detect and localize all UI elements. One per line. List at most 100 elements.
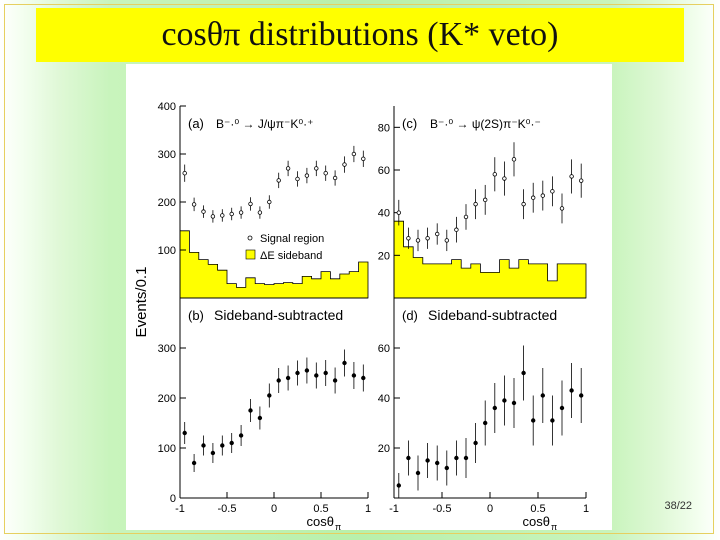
data-point-c <box>550 189 555 194</box>
y-tick-label-a: 400 <box>158 101 176 113</box>
y-tick-label-c: 20 <box>378 250 390 262</box>
x-tick-label-d: 0 <box>487 503 493 515</box>
y-tick-label-c: 60 <box>378 165 390 177</box>
figure: 400 300 200 100 (a) B⁻·⁰ → J/ψπ⁻K⁰·⁺ Signal re… <box>126 64 612 532</box>
data-point-a <box>361 156 366 161</box>
y-tick-label-c: 80 <box>378 122 390 134</box>
data-point-d <box>569 388 574 393</box>
data-point-b <box>332 378 338 383</box>
data-point-c <box>579 178 584 183</box>
data-point-a <box>191 202 197 207</box>
x-axis-label-sub-d: π <box>551 522 557 530</box>
data-point-c <box>473 201 478 207</box>
page-number: 38/22 <box>664 500 692 512</box>
x-tick-label-b: -0.5 <box>218 503 237 515</box>
data-point-b <box>182 430 187 436</box>
data-point-a <box>304 173 310 178</box>
panel-decay-a: B⁻·⁰ → J/ψπ⁻K⁰·⁺ <box>216 117 313 131</box>
data-point-b <box>351 373 357 378</box>
data-point-c <box>454 227 459 232</box>
data-point-d <box>492 405 497 411</box>
data-point-a <box>332 175 338 181</box>
legend-sideband-label: ΔE sideband <box>260 250 322 262</box>
data-point-d <box>559 405 565 411</box>
data-point-d <box>435 460 440 466</box>
x-tick-label-b: 0.5 <box>313 503 328 515</box>
y-tick-label-d: 20 <box>378 443 390 455</box>
x-axis-label-d: cosθ <box>523 514 550 529</box>
data-point-a <box>210 214 216 219</box>
x-tick-label-d: -1 <box>389 503 399 515</box>
data-point-b <box>276 378 281 383</box>
data-point-b <box>304 368 310 373</box>
legend-signal-label: Signal region <box>260 233 324 245</box>
data-point-c <box>444 238 449 243</box>
data-point-c <box>483 197 488 203</box>
sideband-histogram-c <box>393 220 587 299</box>
y-tick-label-c: 40 <box>378 208 390 220</box>
data-point-a <box>267 199 272 205</box>
data-point-a <box>248 201 253 207</box>
data-point-c <box>531 195 536 200</box>
data-point-c <box>569 174 574 179</box>
data-point-d <box>406 455 411 461</box>
data-point-c <box>540 193 545 198</box>
data-point-d <box>444 465 449 471</box>
panel-label-d: (d) <box>402 308 418 323</box>
data-point-a <box>220 213 225 218</box>
data-point-d <box>521 370 526 376</box>
data-point-a <box>182 170 187 176</box>
data-point-b <box>314 373 319 378</box>
data-point-d <box>502 398 507 403</box>
y-tick-label-a: 300 <box>158 149 176 161</box>
data-point-c <box>425 236 430 241</box>
y-tick-label-b: 100 <box>158 443 176 455</box>
panel-label-b: (b) <box>188 308 204 323</box>
sideband-histogram-a <box>179 230 369 299</box>
data-point-b <box>201 443 206 448</box>
y-tick-label-b: 300 <box>158 343 176 355</box>
panel-subtitle-b: Sideband-subtracted <box>214 307 343 323</box>
y-tick-label-d: 60 <box>378 343 390 355</box>
data-point-a <box>285 166 291 171</box>
legend-sideband-swatch <box>245 249 256 260</box>
x-tick-label-b: -1 <box>175 503 185 515</box>
data-point-b <box>248 408 253 413</box>
data-point-d <box>463 455 469 461</box>
data-point-a <box>323 170 328 176</box>
y-axis-label: Events/0.1 <box>133 267 150 338</box>
data-point-c <box>415 238 421 243</box>
x-tick-label-d: 0.5 <box>530 503 545 515</box>
data-point-d <box>511 400 517 406</box>
data-point-a <box>351 151 357 157</box>
x-tick-label-b: 1 <box>365 503 371 515</box>
data-point-a <box>229 211 234 217</box>
data-point-b <box>257 415 263 421</box>
data-point-d <box>540 393 545 398</box>
data-point-d <box>396 483 401 488</box>
data-point-b <box>191 460 197 466</box>
slide-title-box: cosθπ distributions (K* veto) <box>36 8 684 62</box>
data-point-b <box>238 433 244 438</box>
y-tick-label-b: 200 <box>158 393 176 405</box>
data-point-a <box>295 176 300 182</box>
data-point-c <box>463 214 469 220</box>
data-point-c <box>406 236 411 241</box>
panel-subtitle-d: Sideband-subtracted <box>428 307 557 323</box>
data-point-c <box>521 201 526 207</box>
data-point-c <box>396 210 401 215</box>
data-point-b <box>342 360 347 366</box>
data-point-d <box>579 393 584 398</box>
x-tick-label-b: 0 <box>271 503 277 515</box>
legend-signal-marker <box>247 235 253 241</box>
data-point-c <box>435 231 440 237</box>
x-tick-label-d: 1 <box>583 503 589 515</box>
data-point-d <box>473 440 478 446</box>
x-axis-label-sub-b: π <box>335 522 341 530</box>
data-point-a <box>238 210 244 215</box>
data-point-a <box>276 178 281 183</box>
y-tick-label-d: 40 <box>378 393 390 405</box>
data-point-d <box>531 418 536 423</box>
data-point-b <box>361 375 366 381</box>
